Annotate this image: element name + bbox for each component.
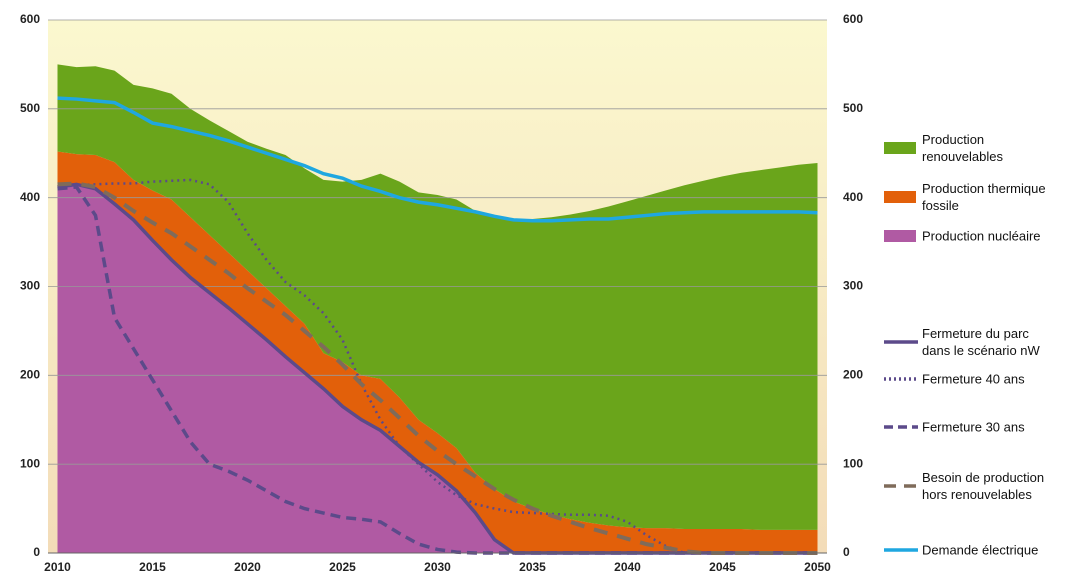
x-tick-label: 2020 [234, 560, 261, 574]
x-tick-label: 2045 [709, 560, 736, 574]
x-tick-label: 2015 [139, 560, 166, 574]
y2-tick-label: 300 [843, 279, 863, 293]
y2-tick-label: 200 [843, 368, 863, 382]
x-tick-label: 2050 [804, 560, 831, 574]
y-tick-label: 100 [20, 456, 40, 470]
legend-label: Fermeture 30 ans [922, 419, 1025, 435]
legend-label: Demande électrique [922, 542, 1039, 558]
x-tick-label: 2030 [424, 560, 451, 574]
legend-label: Fermeture 40 ans [922, 371, 1025, 387]
legend-label: Production thermique fossile [922, 181, 1046, 213]
y-tick-label: 300 [20, 279, 40, 293]
y2-tick-label: 0 [843, 545, 850, 559]
line [57, 96, 818, 223]
legend-label: Fermeture du parc dans le scénario nW [922, 326, 1040, 358]
legend-label: Production renouvelables [922, 132, 1003, 164]
legend-swatch [884, 191, 916, 203]
x-tick-label: 2040 [614, 560, 641, 574]
y-tick-label: 400 [20, 190, 40, 204]
line [57, 181, 818, 555]
line [57, 185, 818, 555]
y2-tick-label: 500 [843, 101, 863, 115]
x-tick-label: 2025 [329, 560, 356, 574]
area [57, 151, 818, 553]
x-tick-label: 2035 [519, 560, 546, 574]
y2-tick-label: 400 [843, 190, 863, 204]
y-tick-label: 0 [33, 545, 40, 559]
legend-swatch [884, 230, 916, 242]
y2-tick-label: 600 [843, 12, 863, 26]
area [57, 64, 818, 530]
y-tick-label: 500 [20, 101, 40, 115]
y2-tick-label: 100 [843, 456, 863, 470]
legend-label: Production nucléaire [922, 228, 1041, 244]
area [57, 184, 818, 553]
line [57, 178, 818, 555]
y-tick-label: 600 [20, 12, 40, 26]
y-tick-label: 200 [20, 368, 40, 382]
legend-label: Besoin de production hors renouvelables [922, 470, 1045, 502]
x-tick-label: 2010 [44, 560, 71, 574]
legend-swatch [884, 142, 916, 154]
